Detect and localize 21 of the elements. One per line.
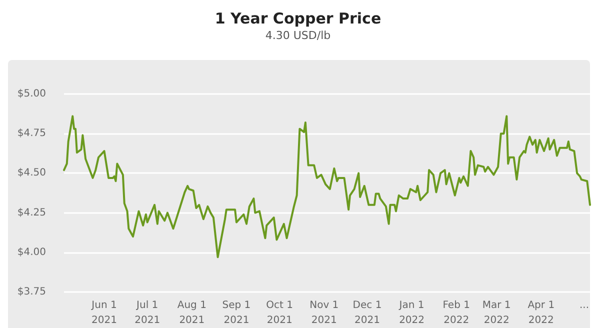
chart-title: 1 Year Copper Price <box>214 10 382 28</box>
x-tick-label: Jan 1 2022 <box>398 300 425 326</box>
x-tick-label: Oct 1 2021 <box>266 300 293 326</box>
chart-subtitle: 4.30 USD/lb <box>265 29 331 42</box>
x-tick-label: Jul 1 2021 <box>134 300 160 326</box>
y-tick-label: $5.00 <box>17 88 46 100</box>
x-tick-label: ... <box>579 300 590 311</box>
y-tick-label: $4.75 <box>17 128 46 140</box>
line-series <box>63 115 591 258</box>
x-tick-label: Nov 1 2021 <box>310 300 339 326</box>
y-tick-label: $3.75 <box>17 286 46 298</box>
x-tick-label: Jun 1 2021 <box>90 300 117 326</box>
x-tick-label: Dec 1 2021 <box>352 300 382 326</box>
x-tick-label: Feb 1 2022 <box>442 300 470 326</box>
x-tick-label: Mar 1 2022 <box>482 300 511 326</box>
y-tick-label: $4.00 <box>17 246 46 258</box>
x-tick-label: Aug 1 2021 <box>177 300 206 326</box>
x-tick-label: Apr 1 2022 <box>528 300 555 326</box>
y-tick-label: $4.25 <box>17 207 46 218</box>
x-tick-label: Sep 1 2021 <box>222 300 251 326</box>
y-tick-label: $4.50 <box>17 168 46 179</box>
